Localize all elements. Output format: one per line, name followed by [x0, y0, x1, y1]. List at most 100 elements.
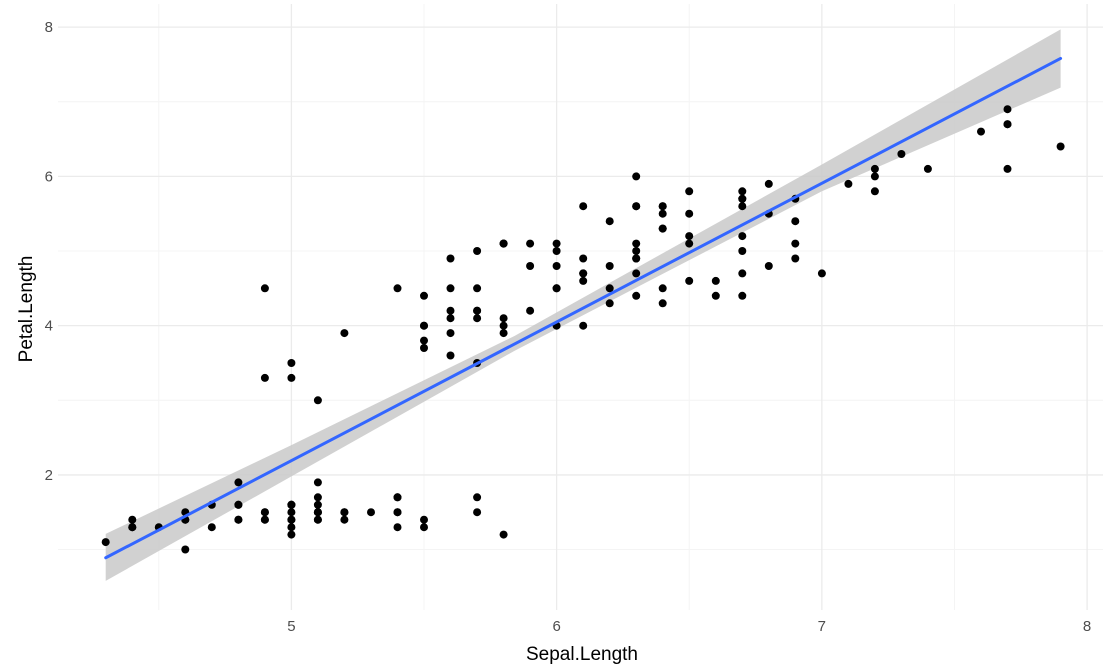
data-point — [1056, 142, 1065, 151]
data-point — [923, 164, 932, 173]
data-point — [870, 164, 879, 173]
data-point — [526, 239, 535, 248]
y-tick-labels: 2 4 6 8 — [45, 19, 53, 484]
data-point — [446, 351, 455, 360]
data-point — [313, 500, 322, 509]
data-point — [632, 202, 641, 211]
data-point — [526, 306, 535, 315]
data-point — [897, 150, 906, 158]
data-point — [552, 284, 561, 293]
data-point — [473, 306, 482, 315]
data-point — [393, 284, 402, 293]
data-point — [632, 291, 641, 300]
data-point — [446, 254, 455, 263]
data-point — [446, 329, 455, 338]
data-point — [393, 508, 402, 517]
data-point — [738, 291, 747, 300]
data-point — [367, 508, 375, 517]
data-point — [738, 269, 747, 278]
data-point — [1003, 105, 1012, 114]
data-point — [817, 269, 826, 278]
data-point — [738, 247, 747, 255]
data-point — [764, 262, 773, 270]
data-point — [579, 202, 588, 211]
data-point — [791, 254, 800, 263]
data-point — [552, 262, 561, 270]
data-point — [658, 224, 667, 233]
confidence-band-layer — [105, 29, 1061, 581]
data-point — [340, 515, 349, 524]
data-point — [499, 314, 508, 323]
data-point — [313, 515, 322, 524]
y-tick-label: 6 — [45, 168, 53, 185]
data-point — [1003, 164, 1012, 173]
data-point — [420, 515, 428, 524]
data-point — [499, 321, 508, 330]
data-point — [473, 508, 482, 517]
regression-line — [104, 56, 1063, 560]
data-point — [181, 545, 190, 554]
data-point — [473, 284, 482, 293]
data-point — [579, 269, 588, 278]
data-point — [658, 299, 667, 308]
x-tick-label: 6 — [552, 618, 560, 635]
data-point — [260, 515, 269, 524]
data-point — [658, 209, 667, 218]
data-point — [499, 329, 508, 338]
data-point — [579, 276, 588, 285]
data-point — [632, 247, 641, 255]
data-point — [632, 239, 641, 248]
data-point — [685, 232, 694, 241]
data-point — [287, 530, 296, 539]
data-point — [473, 247, 482, 255]
data-point — [791, 239, 800, 248]
data-point — [526, 262, 535, 270]
data-point — [844, 179, 853, 188]
data-point — [420, 523, 428, 532]
data-point — [738, 202, 747, 211]
data-point — [420, 321, 428, 330]
data-point — [685, 209, 694, 218]
data-point — [287, 515, 296, 524]
data-point — [313, 508, 322, 517]
data-point — [446, 284, 455, 293]
data-point — [287, 500, 296, 509]
data-point — [260, 284, 269, 293]
data-point — [287, 523, 296, 532]
data-point — [340, 329, 349, 338]
y-tick-label: 8 — [45, 19, 53, 36]
data-point — [552, 239, 561, 248]
data-point — [313, 478, 322, 487]
data-point — [738, 232, 747, 241]
data-point — [499, 239, 508, 248]
x-tick-label: 8 — [1083, 618, 1091, 635]
data-point — [870, 172, 879, 181]
data-point — [260, 508, 269, 517]
data-point — [393, 493, 402, 502]
data-point — [260, 373, 269, 382]
data-point — [685, 239, 694, 248]
data-point — [420, 344, 428, 352]
x-tick-label: 7 — [818, 618, 826, 635]
data-point — [234, 500, 243, 509]
x-tick-label: 5 — [287, 618, 295, 635]
data-point — [764, 179, 773, 188]
data-point — [1003, 120, 1012, 129]
data-point — [313, 493, 322, 502]
data-point — [738, 187, 747, 196]
data-point — [579, 254, 588, 263]
data-point — [207, 523, 216, 532]
data-point — [632, 269, 641, 278]
data-point — [685, 276, 694, 285]
y-tick-label: 2 — [45, 467, 53, 484]
data-point — [738, 194, 747, 203]
data-point — [234, 515, 243, 524]
data-point — [128, 523, 137, 532]
data-point — [685, 187, 694, 196]
data-point — [632, 172, 641, 181]
data-point — [605, 262, 614, 270]
data-point — [313, 396, 322, 405]
data-point — [473, 493, 482, 502]
data-point — [287, 359, 296, 367]
y-tick-label: 4 — [45, 318, 53, 335]
